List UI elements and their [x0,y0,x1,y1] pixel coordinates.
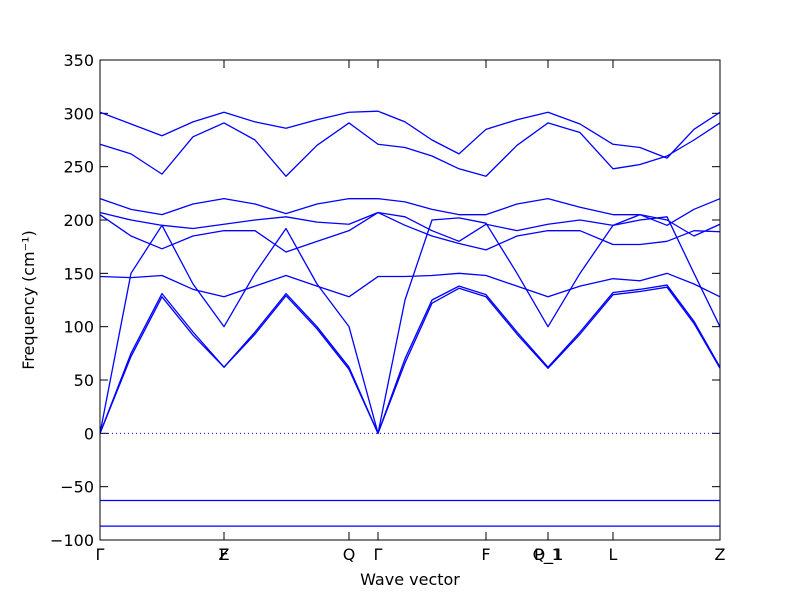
x-tick-label: Γ [96,545,105,564]
x-tick-label: Q_1 [533,545,564,565]
band-line [99,216,721,434]
x-tick-label: P_1 [534,545,562,565]
x-axis-label: Wave vector [360,570,460,589]
band-line [99,211,721,242]
x-tick-label: Z [715,545,726,564]
band-line [99,198,721,226]
y-tick-label: −100 [50,531,94,550]
y-axis-label: Frequency (cm⁻¹) [19,230,38,369]
band-line [99,211,721,253]
y-tick-label: 350 [63,51,94,70]
plot-frame [99,59,721,541]
x-tick-label: F [219,545,228,564]
y-tick-label: 200 [63,211,94,230]
band-line [99,286,721,434]
band-line [99,272,721,298]
y-tick-label: 250 [63,158,94,177]
x-tick-label: Γ [374,545,383,564]
x-tick-label: L [609,545,618,564]
y-tick-label: 100 [63,318,94,337]
band-line [99,284,721,434]
x-tick-label: Q [343,545,356,564]
band-line [99,122,721,177]
band-line [99,110,721,159]
y-tick-label: 0 [84,424,94,443]
y-tick-label: 300 [63,104,94,123]
y-tick-label: 150 [63,264,94,283]
y-tick-label: −50 [60,478,94,497]
y-tick-label: 50 [74,371,94,390]
x-tick-label: F [481,545,490,564]
x-tick-label: Z [219,545,230,564]
